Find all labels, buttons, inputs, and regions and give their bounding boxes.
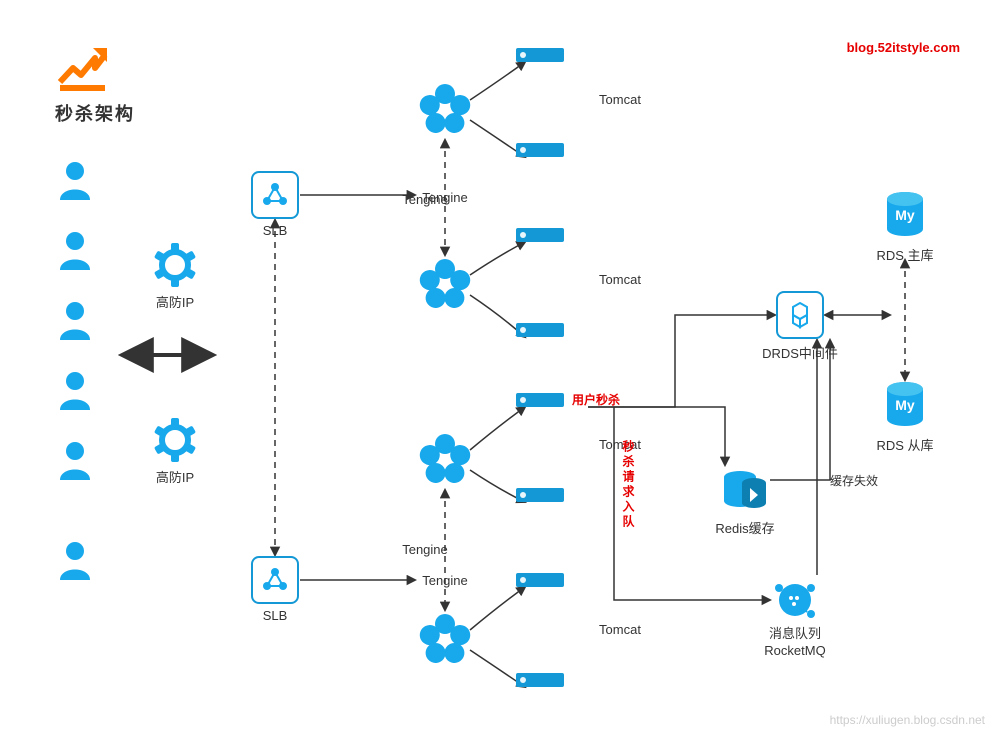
user-icon (57, 440, 93, 485)
server-note: 用户秒杀 (572, 391, 620, 408)
slb-node (251, 171, 299, 219)
server-node (516, 393, 564, 407)
user-icon (57, 160, 93, 205)
drds-node (776, 291, 824, 339)
ddos-icon (152, 242, 198, 293)
drds-label: DRDS中间件 (760, 343, 840, 362)
tengine-mid-label: Tengine (415, 190, 475, 205)
tengine-node (418, 433, 472, 492)
server-node (516, 323, 564, 337)
slb-label: SLB (255, 223, 295, 238)
rds-node: My (883, 190, 927, 245)
edges-layer (0, 0, 1000, 735)
slb-node (251, 556, 299, 604)
tengine-node (418, 258, 472, 317)
svg-text:My: My (895, 207, 915, 223)
rocketmq-node (771, 576, 819, 629)
queue-note-label: 秒杀请求入队 (620, 440, 637, 530)
user-icon (57, 540, 93, 585)
ddos-label: 高防IP (150, 292, 200, 311)
user-icon (57, 230, 93, 275)
tengine-node (418, 83, 472, 142)
redis-label: Redis缓存 (710, 518, 780, 537)
header-url: blog.52itstyle.com (847, 40, 960, 55)
diagram-title: 秒杀架构 (55, 100, 135, 126)
tomcat-label: Tomcat (590, 92, 650, 107)
server-node (516, 48, 564, 62)
slb-label: SLB (255, 608, 295, 623)
server-node (516, 143, 564, 157)
tomcat-label: Tomcat (590, 272, 650, 287)
logo-icon (55, 40, 110, 100)
cache-miss-label: 缓存失效 (830, 472, 878, 489)
tengine-label: Tengine (395, 542, 455, 557)
user-icon (57, 300, 93, 345)
rds-label: RDS 主库 (870, 245, 940, 264)
watermark-text: https://xuliugen.blog.csdn.net (830, 713, 985, 727)
diagram-stage: 秒杀架构 blog.52itstyle.com https://xuliugen… (0, 0, 1000, 735)
server-node (516, 673, 564, 687)
ddos-icon (152, 417, 198, 468)
server-node (516, 488, 564, 502)
server-node (516, 228, 564, 242)
tengine-node (418, 613, 472, 672)
rds-node: My (883, 380, 927, 435)
tomcat-label: Tomcat (590, 622, 650, 637)
user-icon (57, 370, 93, 415)
tengine-mid-label: Tengine (415, 573, 475, 588)
rocketmq-label: 消息队列RocketMQ (760, 626, 830, 660)
svg-text:My: My (895, 397, 915, 413)
ddos-label: 高防IP (150, 467, 200, 486)
rds-label: RDS 从库 (870, 435, 940, 454)
redis-node (720, 465, 770, 520)
server-node (516, 573, 564, 587)
